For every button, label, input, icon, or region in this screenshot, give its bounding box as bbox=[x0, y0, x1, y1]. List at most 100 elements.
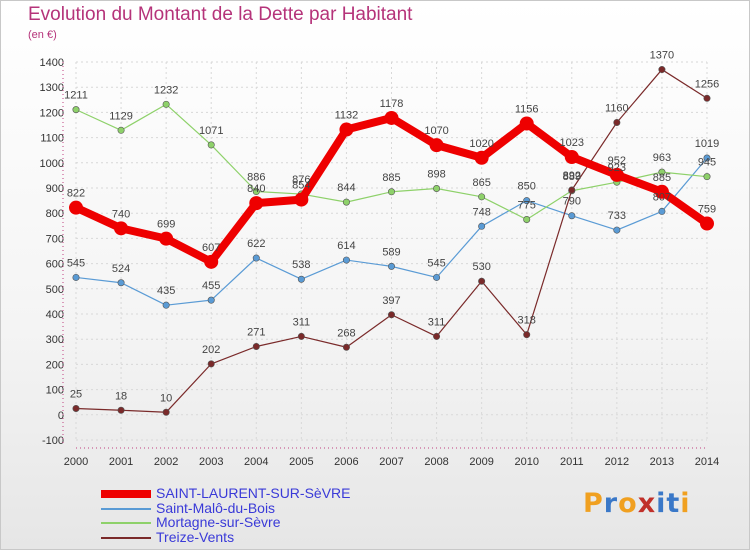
x-tick-label: 2007 bbox=[379, 456, 403, 468]
data-point bbox=[703, 173, 711, 181]
data-point bbox=[342, 198, 350, 206]
data-label: 840 bbox=[247, 183, 265, 195]
data-label: 545 bbox=[427, 257, 445, 269]
data-point bbox=[703, 154, 711, 162]
data-label: 898 bbox=[427, 169, 445, 181]
data-point bbox=[207, 141, 215, 149]
data-point bbox=[162, 100, 170, 108]
data-point bbox=[69, 200, 83, 215]
y-tick-label: 1100 bbox=[40, 133, 64, 145]
data-point bbox=[252, 343, 260, 351]
x-tick-label: 2002 bbox=[154, 456, 178, 468]
logo-letter: o bbox=[618, 488, 638, 519]
data-point bbox=[294, 192, 309, 207]
data-point bbox=[252, 254, 260, 262]
data-point bbox=[658, 207, 666, 215]
data-point bbox=[700, 216, 714, 231]
data-label: 865 bbox=[472, 177, 490, 189]
data-label: 397 bbox=[382, 295, 400, 307]
y-tick-label: 900 bbox=[46, 183, 64, 195]
data-label: 945 bbox=[698, 157, 716, 169]
data-point bbox=[249, 196, 264, 211]
data-point bbox=[162, 301, 170, 309]
y-tick-label: 500 bbox=[46, 284, 64, 296]
y-tick-label: 400 bbox=[46, 309, 64, 321]
data-point bbox=[204, 254, 219, 269]
data-label: 963 bbox=[653, 152, 671, 164]
data-label: 18 bbox=[115, 390, 127, 402]
legend-swatch bbox=[101, 490, 151, 498]
data-label: 748 bbox=[472, 206, 490, 218]
data-point bbox=[523, 197, 531, 205]
legend-label: Treize-Vents bbox=[156, 529, 235, 545]
data-point bbox=[613, 118, 621, 126]
data-point bbox=[387, 188, 395, 196]
logo-letter: t bbox=[666, 488, 681, 519]
data-point bbox=[609, 167, 624, 182]
data-label: 455 bbox=[202, 280, 220, 292]
logo-letter: x bbox=[637, 488, 657, 519]
data-point bbox=[72, 273, 80, 281]
data-label: 1129 bbox=[109, 110, 133, 122]
data-label: 952 bbox=[608, 155, 626, 167]
y-tick-label: -100 bbox=[42, 435, 64, 447]
data-label: 1019 bbox=[695, 138, 719, 150]
data-label: 775 bbox=[518, 200, 536, 212]
data-point bbox=[519, 116, 534, 131]
y-tick-label: 1400 bbox=[40, 57, 64, 69]
data-point bbox=[342, 343, 350, 351]
data-label: 854 bbox=[292, 180, 310, 192]
data-label: 318 bbox=[518, 315, 536, 327]
data-point bbox=[478, 222, 486, 230]
data-label: 807 bbox=[653, 191, 671, 203]
data-label: 759 bbox=[698, 204, 716, 216]
legend-label: Saint-Malô-du-Bois bbox=[156, 500, 276, 516]
legend-item: SAINT-LAURENT-SUR-SèVRE bbox=[101, 485, 401, 501]
logo-letter: i bbox=[680, 488, 691, 519]
data-point bbox=[72, 106, 80, 114]
y-tick-label: 100 bbox=[46, 385, 64, 397]
data-label: 850 bbox=[518, 181, 536, 193]
data-label: 311 bbox=[428, 316, 446, 328]
data-point bbox=[523, 331, 531, 339]
data-point bbox=[117, 279, 125, 287]
data-point bbox=[162, 408, 170, 416]
data-point bbox=[339, 122, 354, 137]
data-point bbox=[658, 168, 666, 176]
data-label: 524 bbox=[112, 263, 130, 275]
data-point bbox=[568, 212, 576, 220]
x-tick-label: 2001 bbox=[109, 456, 133, 468]
data-point bbox=[117, 406, 125, 414]
data-point bbox=[654, 184, 669, 199]
y-tick-label: 800 bbox=[46, 208, 64, 220]
data-label: 622 bbox=[247, 238, 265, 250]
data-label: 889 bbox=[563, 171, 581, 183]
chart-title: Evolution du Montant de la Dette par Hab… bbox=[28, 4, 413, 25]
x-tick-label: 2013 bbox=[650, 456, 674, 468]
data-label: 614 bbox=[337, 240, 355, 252]
data-label: 923 bbox=[608, 162, 626, 174]
x-tick-label: 2008 bbox=[424, 456, 448, 468]
x-tick-label: 2004 bbox=[244, 456, 268, 468]
data-point bbox=[478, 277, 486, 285]
data-label: 885 bbox=[382, 172, 400, 184]
data-label: 1160 bbox=[605, 102, 629, 114]
legend-item: Mortagne-sur-Sèvre bbox=[101, 514, 401, 530]
data-label: 271 bbox=[247, 327, 265, 339]
data-point bbox=[658, 66, 666, 74]
data-label: 886 bbox=[247, 172, 265, 184]
y-tick-label: 1300 bbox=[40, 82, 64, 94]
data-point bbox=[433, 185, 441, 193]
x-tick-label: 2009 bbox=[469, 456, 493, 468]
data-point bbox=[387, 262, 395, 270]
data-label: 1232 bbox=[154, 84, 178, 96]
data-point bbox=[478, 193, 486, 201]
data-point bbox=[433, 332, 441, 340]
data-point bbox=[523, 216, 531, 224]
data-point bbox=[72, 404, 80, 412]
logo-letter: r bbox=[603, 488, 619, 519]
data-label: 268 bbox=[337, 327, 355, 339]
data-label: 311 bbox=[293, 316, 311, 328]
data-label: 589 bbox=[382, 246, 400, 258]
data-label: 844 bbox=[337, 182, 355, 194]
